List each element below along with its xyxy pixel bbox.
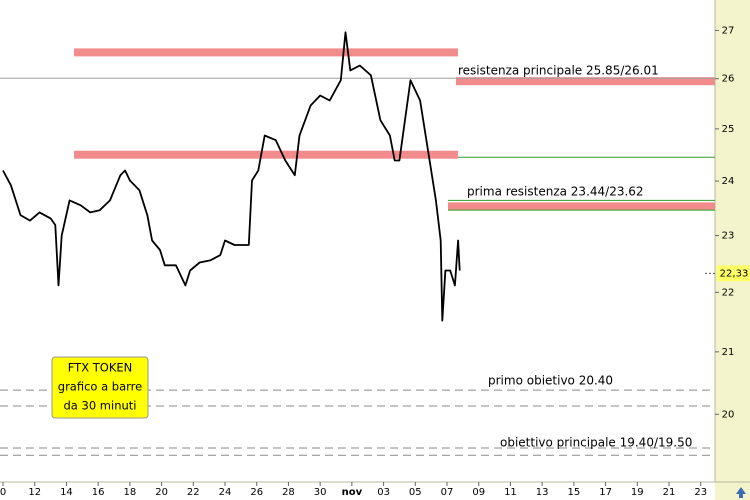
x-tick-label: nov [342, 487, 363, 498]
info-box-text: grafico a barre [58, 380, 142, 394]
labels: 20 21 22 23 24 25 26 27 0 12 14 16 18 20 22 24 26 28 30 nov… [0, 25, 750, 498]
y-tick-label: 26 [722, 74, 735, 85]
resistance-band [456, 77, 715, 86]
annotation: resistenza principale 25.85/26.01 [458, 64, 659, 78]
x-tick-label: 17 [599, 487, 612, 498]
x-tick-label: 0 [0, 487, 6, 498]
info-box-text: FTX TOKEN [68, 361, 132, 375]
resistance-band [448, 202, 715, 211]
y-tick-label: 27 [722, 25, 735, 36]
y-tick-label: 22 [722, 287, 735, 298]
x-tick-label: 11 [504, 487, 517, 498]
x-tick-label: 09 [472, 487, 485, 498]
last-price-label: 22,33 [720, 268, 749, 279]
x-tick-label: 14 [60, 487, 73, 498]
x-tick-label: 28 [282, 487, 295, 498]
x-tick-label: 26 [250, 487, 263, 498]
last-price-box [717, 265, 750, 282]
y-tick-label: 20 [722, 409, 735, 420]
x-tick-label: 19 [631, 487, 644, 498]
x-tick-label: 21 [663, 487, 676, 498]
x-tick-label: 15 [568, 487, 581, 498]
y-tick-label: 24 [722, 176, 735, 187]
info-box [51, 356, 149, 419]
x-tick-label: 16 [92, 487, 105, 498]
annotation: prima resistenza 23.44/23.62 [467, 185, 644, 199]
x-tick-label: 23 [694, 487, 707, 498]
x-tick-label: 18 [124, 487, 137, 498]
resistance-band [74, 150, 458, 159]
y-tick-label: 23 [722, 231, 735, 242]
price-line [2, 31, 461, 322]
scroll-icon[interactable] [736, 487, 746, 498]
y-axis-panel [715, 0, 750, 500]
x-tick-label: 07 [441, 487, 454, 498]
annotation: primo obietivo 20.40 [488, 374, 613, 388]
x-tick-label: 22 [187, 487, 200, 498]
x-tick-label: 30 [314, 487, 327, 498]
annotation: obiettivo principale 19.40/19.50 [500, 436, 692, 450]
x-tick-label: 05 [409, 487, 422, 498]
x-tick-label: 12 [28, 487, 41, 498]
y-tick-label: 21 [722, 347, 735, 358]
x-tick-label: 24 [219, 487, 232, 498]
resistance-band [74, 48, 458, 57]
x-tick-label: 03 [377, 487, 390, 498]
y-tick-label: 25 [722, 124, 735, 135]
plot [2, 31, 461, 322]
x-tick-label: 20 [155, 487, 168, 498]
x-tick-label: 13 [536, 487, 549, 498]
info-box-text: da 30 minuti [64, 399, 137, 413]
